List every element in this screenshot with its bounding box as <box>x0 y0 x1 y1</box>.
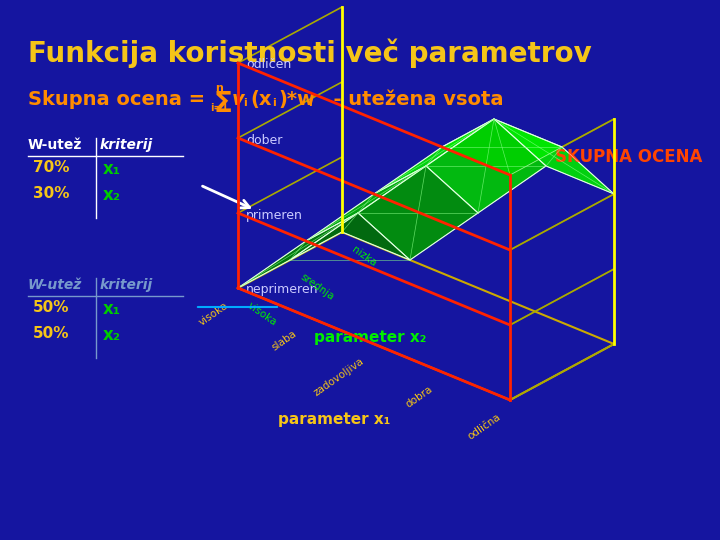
Text: n: n <box>215 83 223 93</box>
Text: - utežena vsota: - utežena vsota <box>320 90 503 109</box>
Text: 70%: 70% <box>33 160 70 175</box>
Text: kriterij: kriterij <box>100 138 153 152</box>
Text: v: v <box>232 90 245 109</box>
Text: zadovoljiva: zadovoljiva <box>312 356 366 398</box>
Text: srednja: srednja <box>298 272 336 302</box>
Text: i: i <box>243 98 247 108</box>
Text: primeren: primeren <box>246 208 303 221</box>
Text: neprimeren: neprimeren <box>246 284 318 296</box>
Text: i: i <box>308 98 312 108</box>
Text: Funkcija koristnosti več parametrov: Funkcija koristnosti več parametrov <box>28 38 592 68</box>
Text: W-utež: W-utež <box>28 138 82 152</box>
Text: parameter x₂: parameter x₂ <box>314 330 426 345</box>
Text: Σ: Σ <box>213 90 232 118</box>
Text: nizka: nizka <box>350 244 378 268</box>
Text: parameter x₁: parameter x₁ <box>278 412 390 427</box>
Text: dobra: dobra <box>403 384 434 410</box>
Text: 30%: 30% <box>33 186 70 201</box>
Text: visoka: visoka <box>246 300 279 327</box>
Text: 50%: 50% <box>33 300 70 315</box>
Text: SKUPNA OCENA: SKUPNA OCENA <box>555 148 703 166</box>
Text: )*w: )*w <box>278 90 315 109</box>
Text: Skupna ocena =: Skupna ocena = <box>28 90 212 109</box>
Text: odlična: odlična <box>465 412 502 442</box>
Text: x₁: x₁ <box>103 160 121 178</box>
Text: (x: (x <box>250 90 271 109</box>
Text: slaba: slaba <box>269 328 298 352</box>
Text: i=1: i=1 <box>210 103 228 113</box>
Text: x₂: x₂ <box>103 326 121 344</box>
Text: W-utež: W-utež <box>28 278 82 292</box>
Text: kriterij: kriterij <box>100 278 153 292</box>
Text: dober: dober <box>246 133 282 146</box>
Text: 50%: 50% <box>33 326 70 341</box>
Text: odličen: odličen <box>246 58 292 71</box>
Text: i: i <box>272 98 276 108</box>
Text: x₁: x₁ <box>103 300 121 318</box>
Text: x₂: x₂ <box>103 186 121 204</box>
Text: visoka: visoka <box>197 300 230 327</box>
